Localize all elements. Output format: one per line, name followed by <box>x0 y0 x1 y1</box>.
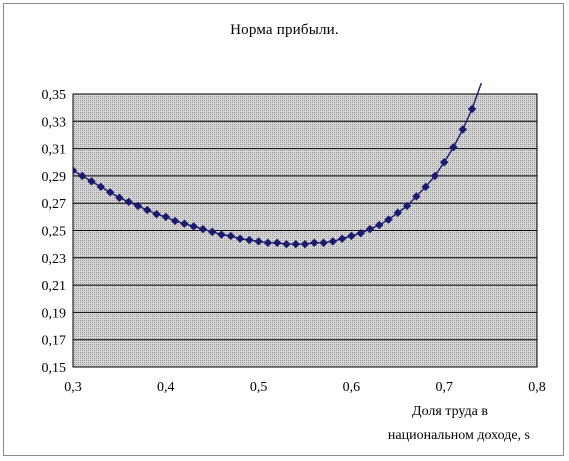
data-point <box>124 197 133 207</box>
y-tick-labels: 0,35 0,33 0,31 0,29 0,27 0,25 0,23 0,21 0,19 0,17… <box>42 88 67 376</box>
data-point <box>96 182 106 192</box>
x-tick-label: 0,4 <box>157 380 175 395</box>
data-point <box>133 201 143 211</box>
data-point <box>365 224 375 234</box>
data-point <box>78 171 87 181</box>
data-point <box>245 235 254 245</box>
data-point <box>170 216 180 226</box>
chart-title: Норма прибыли. <box>230 22 339 38</box>
plot-border <box>72 93 538 368</box>
data-point <box>263 238 273 247</box>
data-point <box>73 166 78 175</box>
data-point <box>226 231 235 241</box>
data-point <box>337 234 347 243</box>
data-point <box>161 212 170 222</box>
data-point <box>347 231 356 241</box>
data-point <box>430 171 440 181</box>
data-point <box>319 238 328 247</box>
data-point <box>254 237 263 246</box>
y-tick-label: 0,31 <box>42 143 67 158</box>
y-tick-label: 0,17 <box>42 334 67 349</box>
series-line <box>73 82 482 245</box>
y-tick-label: 0,33 <box>42 115 67 130</box>
x-axis-label-line1: Доля труда в <box>412 404 488 419</box>
x-tick-label: 0,3 <box>64 380 82 395</box>
y-tick-label: 0,19 <box>42 306 67 321</box>
grid-lines <box>73 120 537 341</box>
data-point <box>217 230 226 239</box>
data-point <box>291 239 300 249</box>
y-tick-label: 0,15 <box>42 361 67 376</box>
data-point <box>208 227 217 237</box>
data-point <box>282 239 291 249</box>
y-tick-label: 0,23 <box>42 252 67 267</box>
data-point <box>402 201 412 211</box>
data-point <box>87 177 96 186</box>
data-point <box>105 188 115 197</box>
data-point <box>180 219 189 228</box>
data-point <box>272 238 282 247</box>
data-point <box>421 182 430 192</box>
series-group <box>73 82 482 249</box>
data-point <box>393 208 402 217</box>
data-point <box>152 209 161 219</box>
data-point <box>198 224 208 234</box>
y-tick-label: 0,21 <box>42 279 67 294</box>
data-point <box>310 238 319 247</box>
axes <box>72 93 538 368</box>
data-point <box>375 220 384 230</box>
y-tick-label: 0,29 <box>42 170 67 185</box>
y-tick-label: 0,27 <box>42 197 67 212</box>
x-tick-label: 0,7 <box>435 380 453 395</box>
x-tick-label: 0,8 <box>528 380 546 395</box>
y-tick-label: 0,25 <box>42 225 67 240</box>
data-point <box>356 229 365 238</box>
data-point <box>458 125 467 134</box>
data-point <box>235 234 245 243</box>
x-tick-label: 0,6 <box>343 380 361 395</box>
y-tick-label: 0,35 <box>42 88 67 103</box>
x-tick-labels: 0,3 0,4 0,5 0,6 0,7 0,8 <box>64 380 546 395</box>
data-point <box>412 192 421 201</box>
data-point <box>384 215 393 224</box>
data-point <box>449 143 458 152</box>
data-point <box>115 193 124 202</box>
x-tick-label: 0,5 <box>250 380 268 395</box>
data-point <box>467 104 477 114</box>
data-point <box>300 239 310 249</box>
data-point <box>328 237 338 246</box>
data-point <box>440 158 449 167</box>
data-point <box>189 222 198 231</box>
x-axis-label-line2: национальном доходе, s <box>387 428 530 443</box>
data-point <box>143 205 152 215</box>
